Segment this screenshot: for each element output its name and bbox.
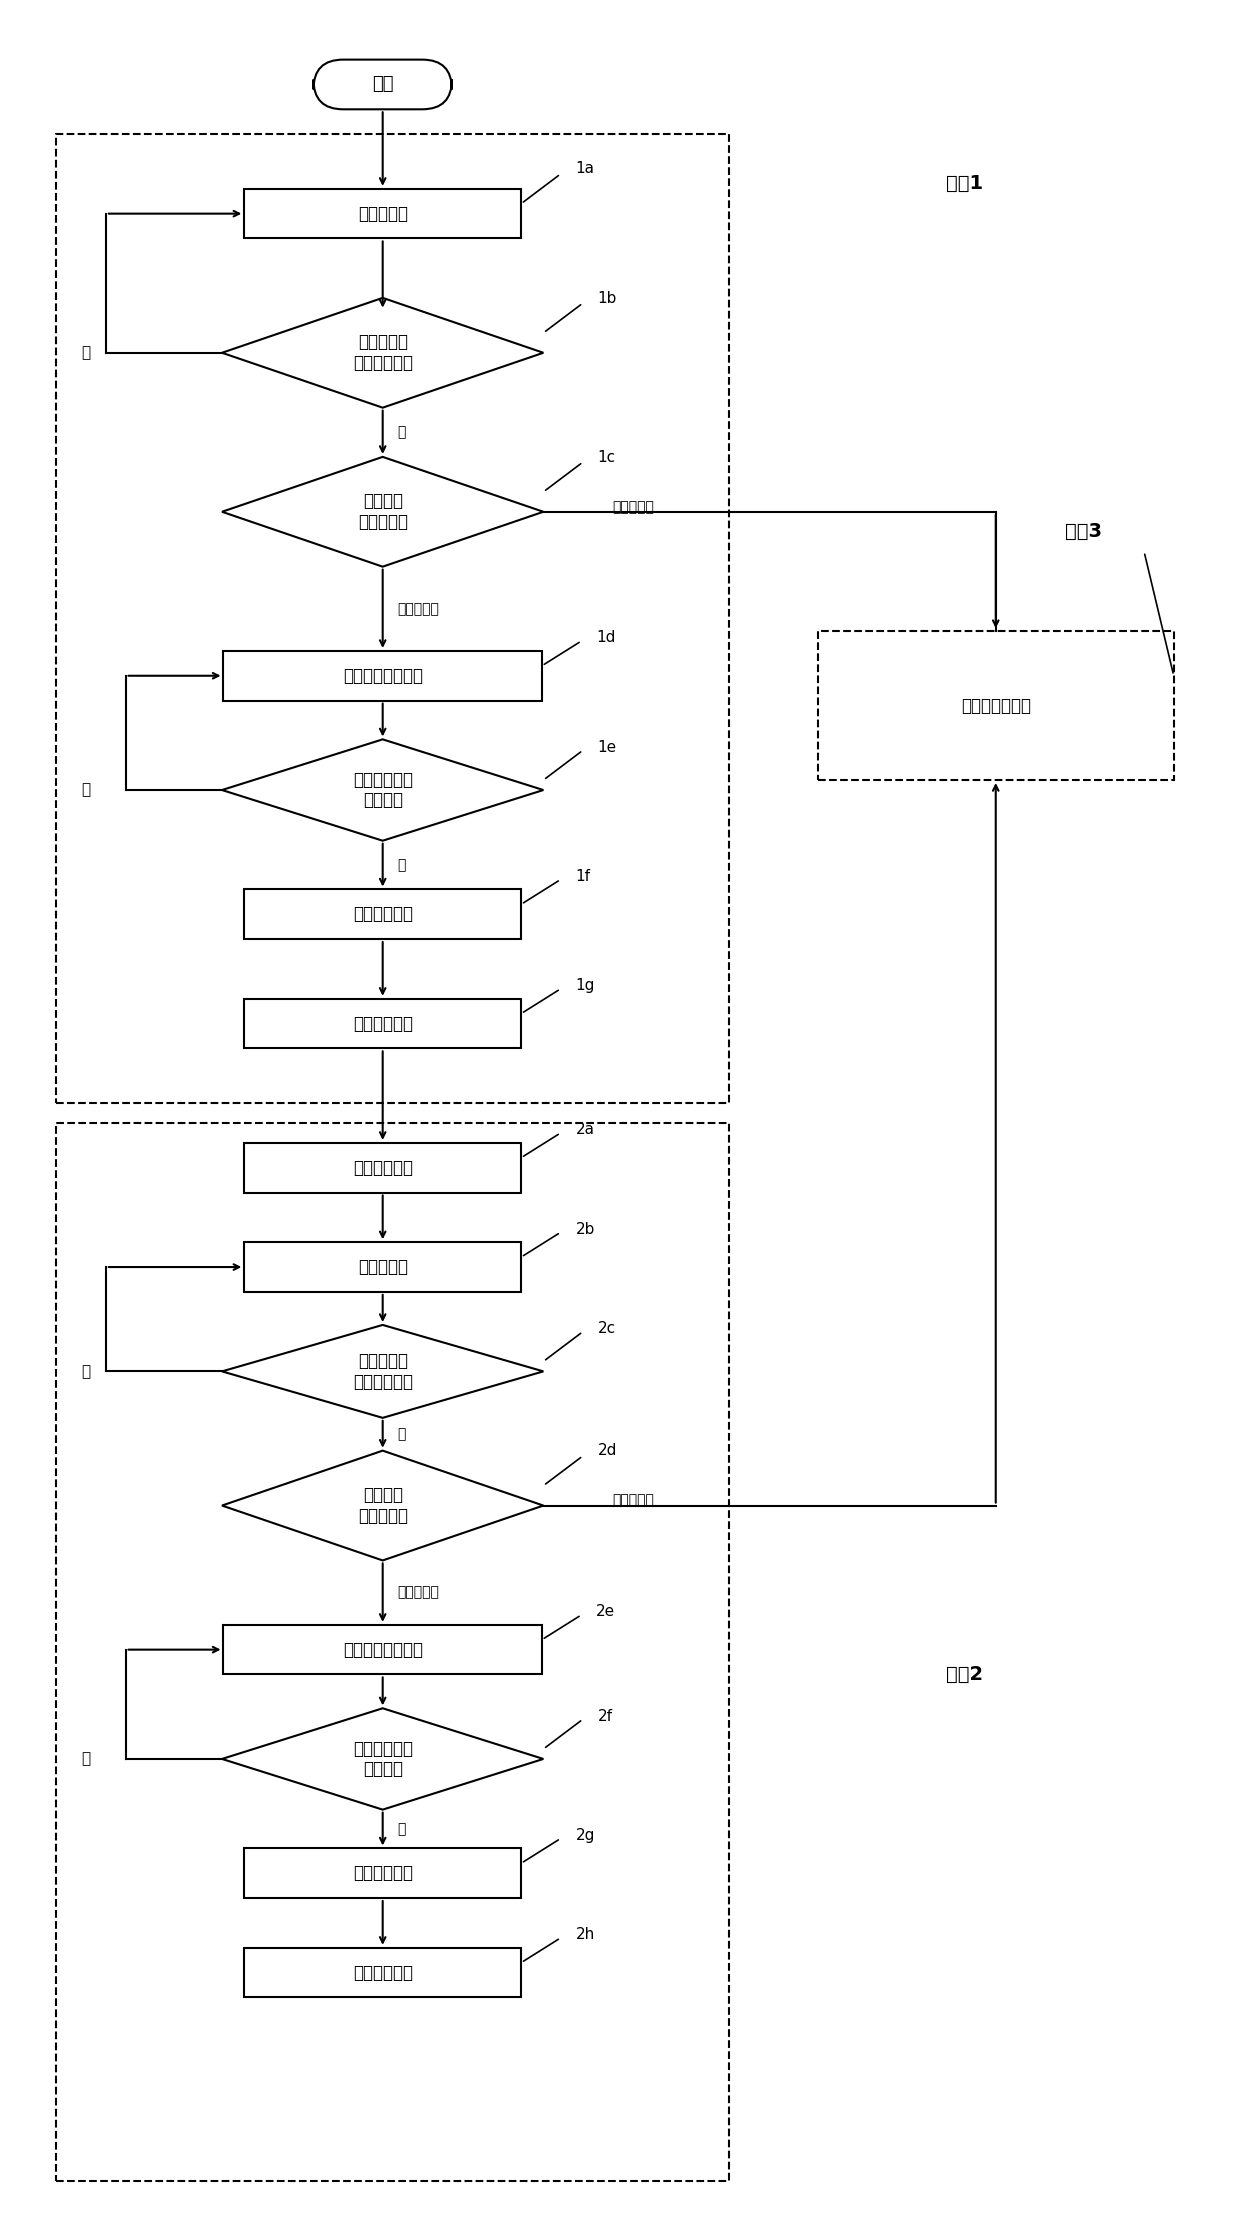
Polygon shape — [222, 457, 543, 566]
Text: 是: 是 — [398, 1428, 405, 1442]
Text: 否: 否 — [81, 345, 91, 361]
Text: 自动选择调整方案: 自动选择调整方案 — [342, 1640, 423, 1658]
Polygon shape — [222, 1326, 543, 1417]
Text: 2c: 2c — [598, 1321, 616, 1337]
Text: 判断故障
类型及范围: 判断故障 类型及范围 — [357, 1486, 408, 1524]
Text: 1c: 1c — [598, 450, 616, 466]
Text: 反馈调整结果: 反馈调整结果 — [352, 1963, 413, 1981]
Text: 2d: 2d — [598, 1444, 618, 1459]
Text: 全局运行图调整: 全局运行图调整 — [961, 697, 1030, 715]
Text: 1g: 1g — [575, 978, 595, 994]
Text: 否: 否 — [81, 782, 91, 798]
Text: 否: 否 — [81, 1751, 91, 1767]
Text: 2h: 2h — [575, 1927, 595, 1943]
Text: 开始: 开始 — [372, 76, 393, 94]
Text: 是: 是 — [398, 858, 405, 871]
Text: 故障范围小: 故障范围小 — [398, 602, 439, 615]
Text: 检查调整方案
是否合理: 检查调整方案 是否合理 — [352, 1740, 413, 1778]
Text: 1d: 1d — [596, 631, 615, 646]
Text: 获取运行图: 获取运行图 — [357, 205, 408, 223]
Polygon shape — [222, 299, 543, 408]
Text: 判断运行图
是否存在冲突: 判断运行图 是否存在冲突 — [352, 334, 413, 372]
Bar — [223, 651, 542, 700]
Text: 应用调整方案: 应用调整方案 — [352, 905, 413, 922]
Text: 2e: 2e — [596, 1604, 615, 1620]
Bar — [56, 134, 729, 1103]
Text: 1a: 1a — [575, 160, 594, 176]
Polygon shape — [222, 1450, 543, 1560]
Text: 判断故障
类型及范围: 判断故障 类型及范围 — [357, 492, 408, 530]
Bar — [817, 631, 1174, 780]
Bar — [244, 889, 521, 938]
Bar — [244, 1243, 521, 1292]
Polygon shape — [222, 1709, 543, 1809]
Text: 2a: 2a — [575, 1123, 594, 1139]
Text: 2f: 2f — [598, 1709, 613, 1724]
Bar — [244, 1849, 521, 1898]
Bar — [244, 1143, 521, 1192]
Text: 自动选择调整方案: 自动选择调整方案 — [342, 666, 423, 684]
Text: 获取运行图: 获取运行图 — [357, 1259, 408, 1277]
Text: 传送影响数据: 传送影响数据 — [352, 1159, 413, 1176]
Text: 故障范围小: 故障范围小 — [398, 1586, 439, 1600]
Text: 步骤2: 步骤2 — [946, 1664, 983, 1684]
Text: 否: 否 — [81, 1364, 91, 1379]
Text: 应用调整方案: 应用调整方案 — [352, 1865, 413, 1883]
Text: 步骤3: 步骤3 — [1065, 521, 1102, 541]
Text: 检查调整方案
是否合理: 检查调整方案 是否合理 — [352, 771, 413, 809]
Text: 1b: 1b — [598, 290, 618, 305]
Bar — [223, 1624, 542, 1675]
Text: 是: 是 — [398, 426, 405, 439]
Text: 故障范围大: 故障范围大 — [613, 499, 655, 515]
Text: 故障范围大: 故障范围大 — [613, 1493, 655, 1508]
Text: 反馈调整结果: 反馈调整结果 — [352, 1014, 413, 1032]
Bar — [244, 189, 521, 238]
Text: 是: 是 — [398, 1823, 405, 1836]
Bar — [244, 998, 521, 1049]
Text: 步骤1: 步骤1 — [946, 174, 983, 194]
Text: 判断运行图
是否存在冲突: 判断运行图 是否存在冲突 — [352, 1352, 413, 1390]
FancyBboxPatch shape — [314, 60, 451, 109]
Bar — [244, 1947, 521, 1999]
Text: 2g: 2g — [575, 1827, 595, 1843]
Text: 1f: 1f — [575, 869, 590, 885]
Polygon shape — [222, 740, 543, 840]
Text: 1e: 1e — [598, 740, 616, 755]
Bar — [56, 1123, 729, 2181]
Text: 2b: 2b — [575, 1221, 595, 1237]
